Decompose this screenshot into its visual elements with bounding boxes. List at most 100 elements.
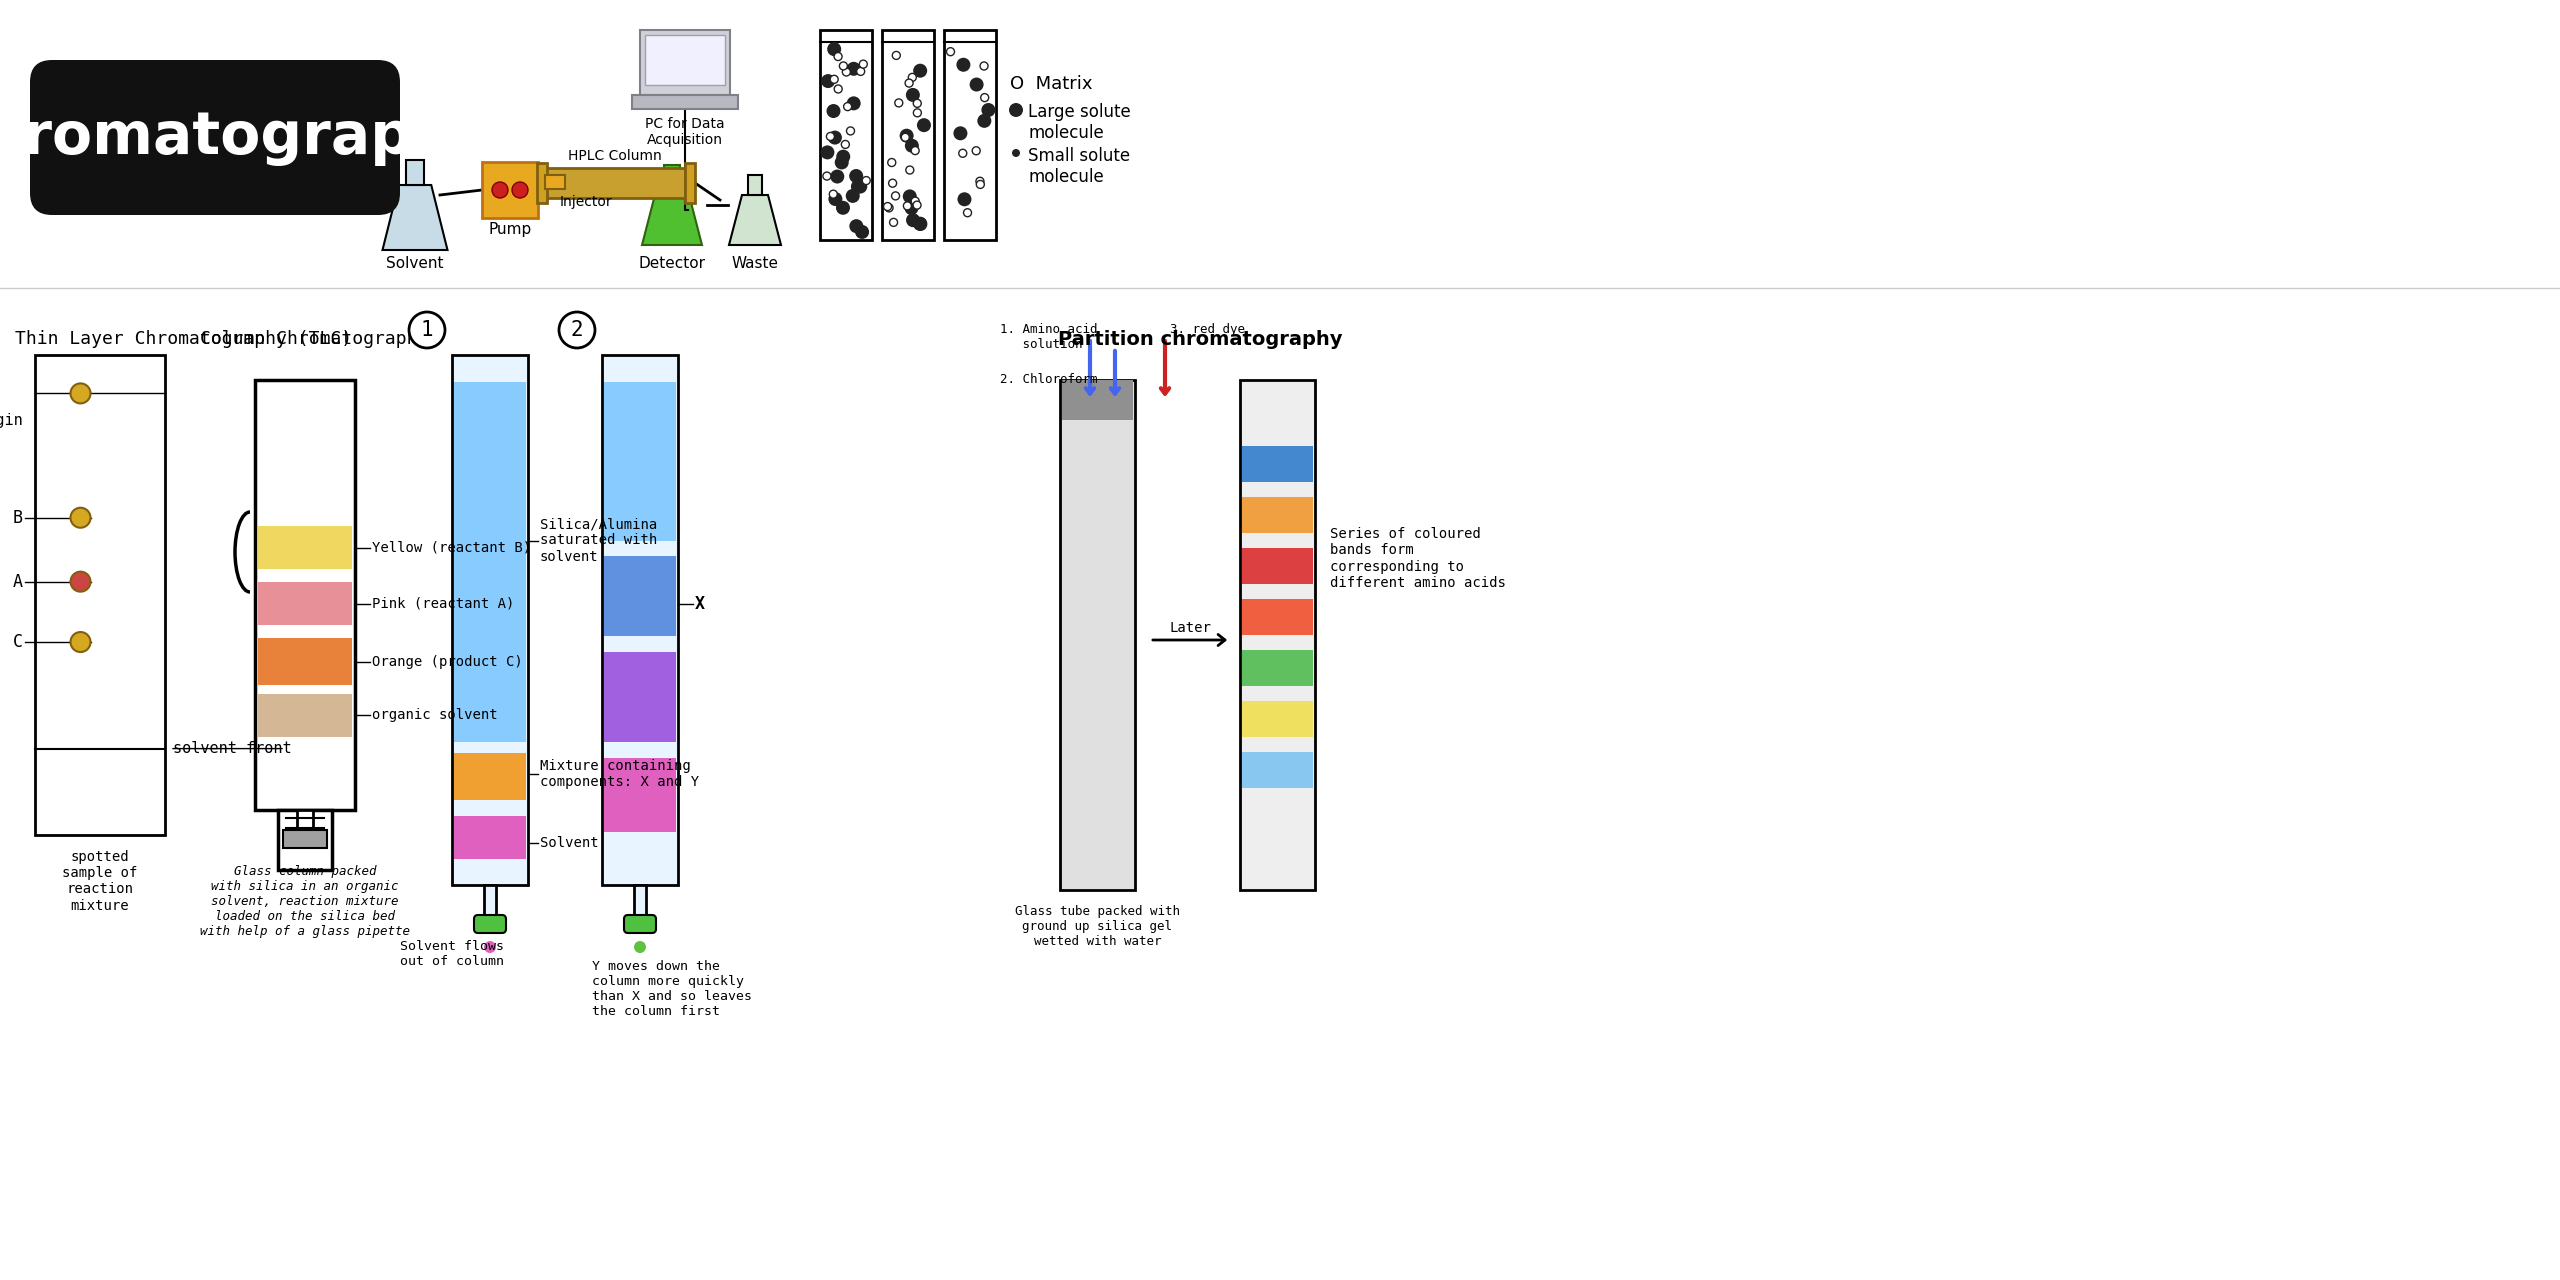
Bar xyxy=(279,810,333,870)
Circle shape xyxy=(410,312,445,348)
Bar xyxy=(663,165,681,187)
Circle shape xyxy=(980,102,996,116)
Bar xyxy=(748,175,763,195)
Circle shape xyxy=(886,204,893,212)
Bar xyxy=(481,163,538,218)
Bar xyxy=(1242,753,1313,788)
Circle shape xyxy=(635,941,645,954)
Circle shape xyxy=(904,189,916,204)
Circle shape xyxy=(975,180,986,188)
Bar xyxy=(284,829,328,847)
Text: Solvent: Solvent xyxy=(540,836,599,850)
Circle shape xyxy=(960,150,968,157)
Text: O  Matrix: O Matrix xyxy=(1011,76,1093,93)
Circle shape xyxy=(909,73,916,82)
Bar xyxy=(453,817,525,859)
Circle shape xyxy=(512,182,527,198)
Circle shape xyxy=(829,169,845,183)
Circle shape xyxy=(819,146,835,160)
Circle shape xyxy=(957,192,970,206)
Circle shape xyxy=(492,182,507,198)
Circle shape xyxy=(914,216,927,230)
Bar xyxy=(545,175,566,189)
Circle shape xyxy=(914,218,927,230)
Circle shape xyxy=(914,201,922,209)
Circle shape xyxy=(980,93,988,101)
Circle shape xyxy=(904,201,919,215)
Circle shape xyxy=(906,88,919,102)
Circle shape xyxy=(845,102,852,110)
Text: HPLC Column: HPLC Column xyxy=(568,148,663,163)
Circle shape xyxy=(899,129,914,142)
Circle shape xyxy=(904,138,919,152)
Text: 2: 2 xyxy=(571,320,584,340)
Bar xyxy=(259,637,353,685)
Text: Solvent: Solvent xyxy=(387,256,443,271)
Circle shape xyxy=(72,572,90,591)
Text: Glass column packed
with silica in an organic
solvent, reaction mixture
loaded o: Glass column packed with silica in an or… xyxy=(200,865,410,938)
Circle shape xyxy=(893,51,901,59)
Bar xyxy=(602,355,678,884)
Bar xyxy=(36,355,164,835)
Text: Mixture containing
components: X and Y: Mixture containing components: X and Y xyxy=(540,759,699,788)
Circle shape xyxy=(1009,102,1024,116)
Bar xyxy=(604,758,676,832)
Circle shape xyxy=(978,114,991,128)
Circle shape xyxy=(1011,148,1019,157)
Bar xyxy=(453,753,525,800)
Circle shape xyxy=(906,214,919,227)
Circle shape xyxy=(970,78,983,92)
Circle shape xyxy=(842,68,850,76)
Circle shape xyxy=(916,118,932,132)
Circle shape xyxy=(827,131,842,145)
Text: PC for Data
Acquisition: PC for Data Acquisition xyxy=(645,116,724,147)
Circle shape xyxy=(901,133,909,141)
Text: Column Chromatography: Column Chromatography xyxy=(200,330,428,348)
Circle shape xyxy=(845,189,860,204)
Circle shape xyxy=(914,64,927,78)
FancyBboxPatch shape xyxy=(31,60,399,215)
Circle shape xyxy=(888,219,899,227)
Circle shape xyxy=(72,508,90,527)
Bar xyxy=(1242,650,1313,686)
Circle shape xyxy=(883,202,891,210)
Bar xyxy=(604,652,676,742)
Circle shape xyxy=(888,159,896,166)
Circle shape xyxy=(822,74,835,88)
Text: Thin Layer Chromatography (TLC): Thin Layer Chromatography (TLC) xyxy=(15,330,353,348)
Circle shape xyxy=(891,192,899,200)
Text: A: A xyxy=(13,572,23,590)
Circle shape xyxy=(911,197,919,205)
Circle shape xyxy=(835,84,842,93)
Bar xyxy=(1242,701,1313,737)
Circle shape xyxy=(858,68,865,76)
Circle shape xyxy=(850,179,865,193)
Text: Partition chromatography: Partition chromatography xyxy=(1057,330,1341,349)
Circle shape xyxy=(837,150,850,164)
Circle shape xyxy=(904,202,911,210)
Text: Solvent flows
out of column: Solvent flows out of column xyxy=(399,940,504,968)
Bar xyxy=(259,526,353,570)
Circle shape xyxy=(850,219,863,233)
Text: Yellow (reactant B): Yellow (reactant B) xyxy=(371,540,530,554)
Circle shape xyxy=(947,47,955,56)
Bar xyxy=(259,582,353,625)
Circle shape xyxy=(852,179,868,193)
Circle shape xyxy=(827,42,842,56)
Circle shape xyxy=(952,127,968,141)
Circle shape xyxy=(847,96,860,110)
Circle shape xyxy=(888,179,896,187)
Circle shape xyxy=(863,177,870,184)
Circle shape xyxy=(911,147,919,155)
Bar xyxy=(259,694,353,737)
Polygon shape xyxy=(381,186,448,250)
Bar xyxy=(453,381,525,742)
Text: C: C xyxy=(13,634,23,652)
Circle shape xyxy=(975,177,983,186)
Circle shape xyxy=(827,132,835,141)
Text: Small solute
molecule: Small solute molecule xyxy=(1029,147,1129,186)
Text: Orange (product C): Orange (product C) xyxy=(371,654,522,668)
Circle shape xyxy=(914,100,922,108)
Bar xyxy=(1242,548,1313,584)
Circle shape xyxy=(896,99,904,108)
